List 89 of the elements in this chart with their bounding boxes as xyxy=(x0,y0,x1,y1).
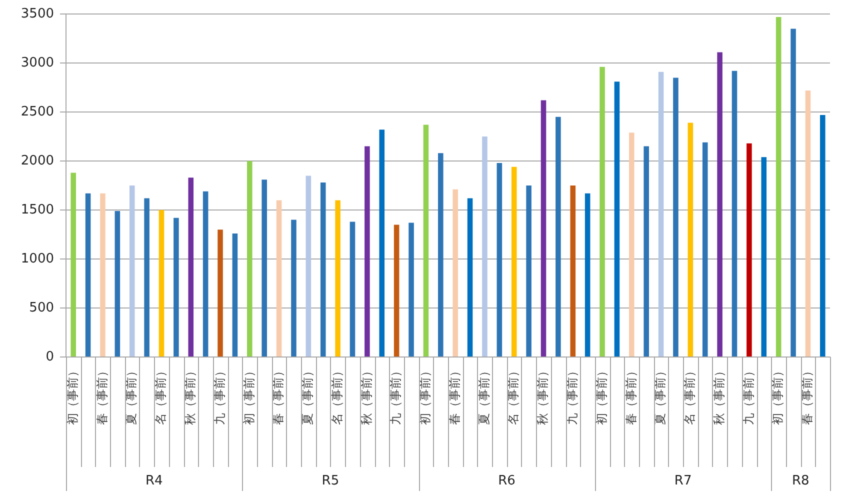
bar xyxy=(761,157,767,356)
bar xyxy=(262,180,267,356)
bar xyxy=(688,122,694,356)
bar xyxy=(144,198,150,356)
x-tick-label: 春（事前） xyxy=(94,365,109,425)
bar xyxy=(232,234,238,356)
x-tick-label: 名（事前） xyxy=(154,365,168,425)
text: R6 xyxy=(498,473,516,488)
bar xyxy=(658,72,664,356)
bar xyxy=(218,230,223,356)
bar xyxy=(511,166,517,356)
bar xyxy=(335,200,340,356)
bar xyxy=(188,178,194,356)
x-tick-label: 初（事前） xyxy=(65,365,80,425)
x-tick-label: 初（事前） xyxy=(594,365,608,425)
bar xyxy=(379,130,385,356)
text: R4 xyxy=(146,473,163,488)
bar xyxy=(364,146,370,356)
x-tick-label: 九（事前） xyxy=(388,365,403,425)
bar xyxy=(790,28,796,356)
x-tick-label: 春（事前） xyxy=(624,365,638,425)
bar xyxy=(540,100,546,356)
x-tick-label: 秋（事前） xyxy=(183,365,198,425)
bar xyxy=(584,193,590,356)
bar xyxy=(496,162,502,356)
x-tick-label: 秋（事前） xyxy=(536,365,550,425)
x-tick-label: 九（事前） xyxy=(565,365,580,425)
bar xyxy=(452,189,458,356)
bar xyxy=(820,114,826,356)
bar xyxy=(423,124,429,356)
bar xyxy=(350,222,356,356)
bar xyxy=(526,186,532,356)
bar xyxy=(614,82,620,356)
y-tick-label: 500 xyxy=(29,300,54,316)
bar xyxy=(644,146,649,356)
x-tick-label: 春（事前） xyxy=(800,365,814,425)
bar xyxy=(556,116,561,356)
bar xyxy=(70,172,76,356)
x-tick-label: 夏（事前） xyxy=(476,365,491,425)
text: R7 xyxy=(674,473,692,488)
x-tick-label: 九（事前） xyxy=(212,365,226,425)
bar xyxy=(482,136,488,356)
bar xyxy=(438,153,444,356)
x-tick-label: 秋（事前） xyxy=(359,365,374,425)
y-tick-label: 1500 xyxy=(20,202,54,218)
x-tick-label: 初（事前） xyxy=(418,365,432,425)
bar xyxy=(600,66,605,356)
y-tick-label: 2000 xyxy=(20,153,54,168)
bar xyxy=(805,90,811,356)
x-tick-label: 春（事前） xyxy=(447,365,462,425)
x-tick-label: 名（事前） xyxy=(506,365,520,425)
x-tick-label: 春（事前） xyxy=(271,365,286,425)
bar xyxy=(408,222,414,356)
x-tick-label: 秋（事前） xyxy=(712,365,726,425)
bar xyxy=(776,16,782,356)
y-tick-label: 3000 xyxy=(20,55,54,70)
x-tick-label: 名（事前） xyxy=(682,365,697,425)
bar xyxy=(291,220,296,356)
bar xyxy=(129,186,135,356)
x-tick-label: 夏（事前） xyxy=(300,365,315,425)
bar xyxy=(570,186,576,356)
bar xyxy=(158,210,164,356)
bar xyxy=(202,191,208,356)
bar xyxy=(247,161,252,356)
x-tick-label: 九（事前） xyxy=(741,365,756,425)
bar xyxy=(85,193,91,356)
x-tick-label: 名（事前） xyxy=(330,365,344,425)
bar xyxy=(174,218,179,356)
x-tick-label: 初（事前） xyxy=(242,365,256,425)
y-tick-label: 0 xyxy=(46,349,54,364)
bar xyxy=(673,78,678,356)
bar xyxy=(732,70,738,356)
bar xyxy=(114,210,120,356)
bar xyxy=(100,193,106,356)
y-tick-label: 3500 xyxy=(20,6,54,22)
bar xyxy=(320,182,326,356)
y-tick-label: 2500 xyxy=(20,104,54,120)
bar xyxy=(394,224,400,356)
x-tick-label: 初（事前） xyxy=(770,365,785,425)
bar xyxy=(276,200,282,356)
text: R8 xyxy=(792,473,810,488)
bar xyxy=(306,176,312,356)
bar xyxy=(629,132,634,356)
bar xyxy=(467,198,473,356)
y-tick-label: 1000 xyxy=(20,251,54,266)
bar xyxy=(717,52,722,356)
bar xyxy=(746,143,752,356)
text: R5 xyxy=(322,473,340,488)
bar xyxy=(702,142,708,356)
